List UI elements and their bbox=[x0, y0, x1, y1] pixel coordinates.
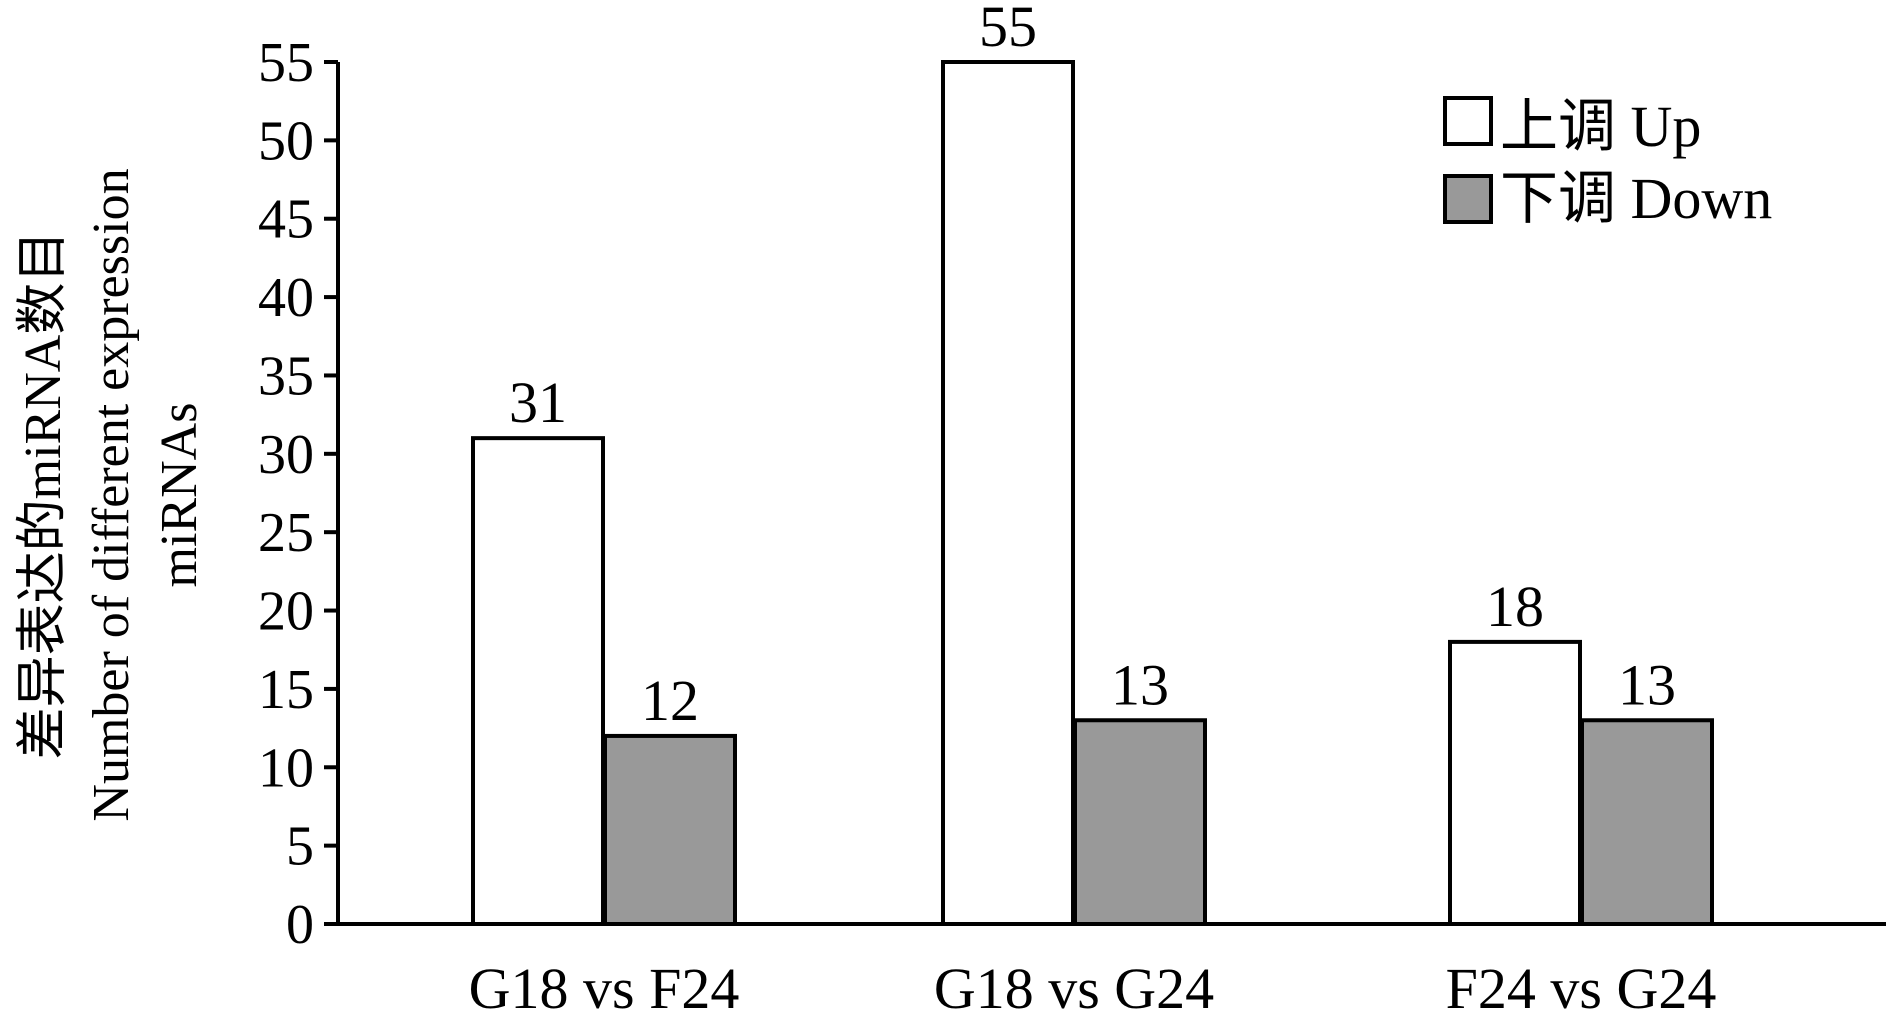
y-tick-label: 45 bbox=[258, 189, 314, 251]
bar-down bbox=[603, 733, 737, 926]
y-tick-label: 50 bbox=[258, 110, 314, 172]
data-label: 18 bbox=[1486, 574, 1544, 639]
bar-down bbox=[1073, 718, 1207, 926]
data-label: 12 bbox=[641, 668, 699, 733]
y-tick-label: 40 bbox=[258, 267, 314, 329]
data-label: 55 bbox=[979, 0, 1037, 59]
bar-up bbox=[1448, 639, 1582, 927]
y-axis-title: 差异表达的miRNA数目 Number of different expressi… bbox=[15, 168, 208, 821]
legend-label: 上调 Up bbox=[1500, 94, 1701, 159]
y-tick-label: 10 bbox=[258, 737, 314, 799]
legend: 上调 Up 下调 Down bbox=[1443, 94, 1772, 231]
y-tick-label: 5 bbox=[286, 816, 314, 878]
bar-down bbox=[1580, 718, 1714, 926]
y-axis-title-line: miRNAs bbox=[151, 403, 208, 588]
y-tick-label: 0 bbox=[286, 894, 314, 956]
data-label: 13 bbox=[1618, 652, 1676, 717]
y-axis-title-line: 差异表达的miRNA数目 bbox=[15, 231, 72, 760]
bar-up bbox=[941, 60, 1075, 926]
y-tick-label: 20 bbox=[258, 581, 314, 643]
legend-label: 下调 Down bbox=[1500, 166, 1772, 231]
x-category-label: G18 vs G24 bbox=[934, 956, 1214, 1010]
x-category-label: G18 vs F24 bbox=[469, 956, 740, 1010]
legend-swatch bbox=[1443, 174, 1493, 224]
x-category-label: F24 vs G24 bbox=[1446, 956, 1717, 1010]
bars: 31 55 18 12 13 13 bbox=[471, 0, 1714, 927]
x-axis: G18 vs F24 G18 vs G24 F24 vs G24 bbox=[338, 922, 1886, 1015]
y-tick-label: 35 bbox=[258, 345, 314, 407]
data-label: 13 bbox=[1111, 652, 1169, 717]
y-tick-label: 55 bbox=[258, 32, 314, 94]
bar-up bbox=[471, 436, 605, 926]
legend-swatch bbox=[1443, 96, 1493, 146]
y-tick-label: 30 bbox=[258, 424, 314, 486]
y-axis: 0 5 10 15 20 25 30 35 40 45 50 55 bbox=[258, 32, 340, 956]
y-tick-label: 15 bbox=[258, 659, 314, 721]
y-tick-label: 25 bbox=[258, 502, 314, 564]
y-axis-title-line: Number of different expression bbox=[83, 168, 140, 821]
data-label: 31 bbox=[509, 370, 567, 435]
